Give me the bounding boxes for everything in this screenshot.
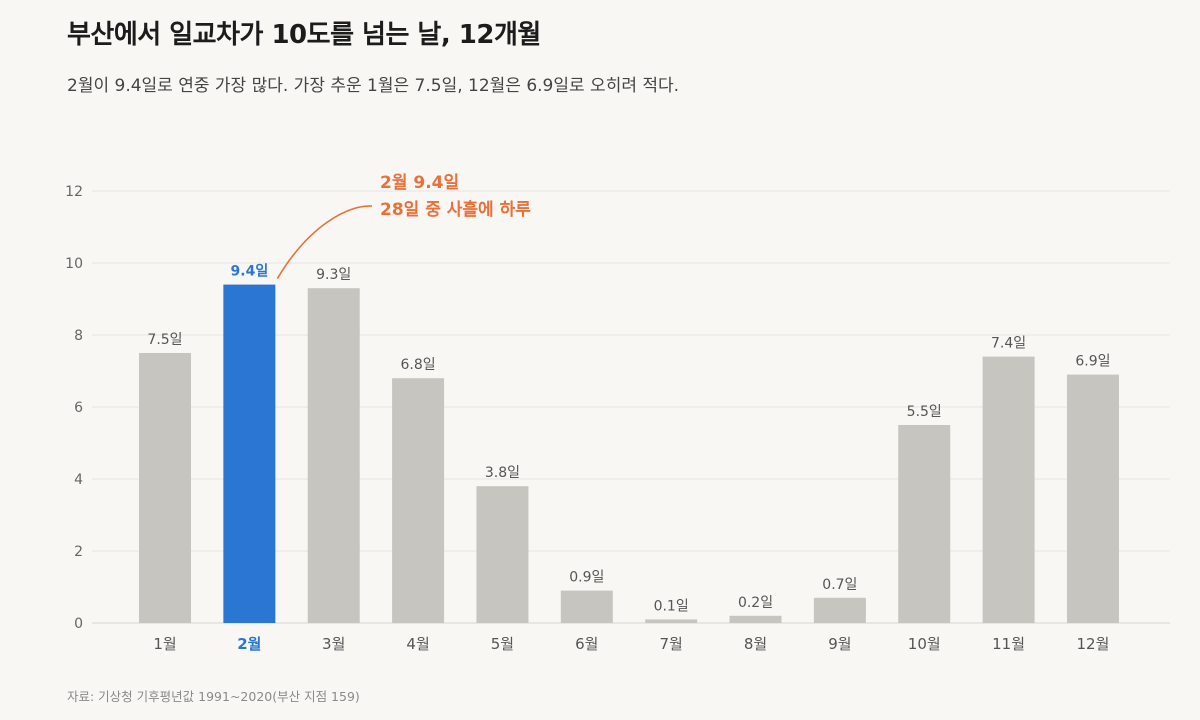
value-label: 9.4일: [231, 264, 269, 280]
annotation-line2: 28일 중 사흘에 하루: [380, 199, 531, 220]
x-tick-label: 12월: [1077, 635, 1110, 653]
y-tick-label: 8: [74, 328, 83, 344]
value-label: 3.8일: [485, 465, 520, 481]
x-tick-label: 10월: [908, 635, 941, 653]
x-tick-label: 1월: [153, 635, 176, 653]
y-tick-label: 6: [74, 400, 83, 416]
page-title: 부산에서 일교차가 10도를 넘는 날, 12개월: [67, 20, 541, 50]
x-tick-label: 8월: [744, 635, 767, 653]
value-label: 5.5일: [907, 404, 942, 420]
value-label: 0.9일: [569, 570, 604, 586]
value-label: 6.9일: [1075, 354, 1110, 370]
x-tick-label: 11월: [992, 635, 1025, 653]
bar-3: [307, 288, 360, 623]
y-tick-label: 0: [74, 616, 83, 632]
bar-7: [645, 619, 698, 623]
bar-12: [1066, 374, 1119, 623]
bar-10: [898, 425, 951, 623]
x-tick-label: 9월: [828, 635, 851, 653]
bar-8: [729, 615, 782, 623]
value-label: 0.2일: [738, 595, 773, 611]
annotation-line1: 2월 9.4일: [380, 173, 459, 193]
bar-1: [139, 353, 191, 623]
x-tick-label: 3월: [322, 635, 345, 653]
value-label: 0.7일: [822, 577, 857, 593]
bar-6: [560, 590, 613, 623]
bar-chart: 0 2 4 6 8 10 12 7.5일 1월 9.4일 2월 9.3일 3월 6.8일 4월 3.8일 5월 0…: [65, 173, 1170, 653]
bar-2: [223, 284, 276, 623]
x-tick-label: 2월: [237, 635, 261, 653]
x-tick-label: 5월: [491, 635, 514, 653]
x-tick-label: 7월: [659, 635, 682, 653]
y-tick-label: 10: [65, 256, 83, 272]
value-label: 0.1일: [654, 598, 689, 614]
value-label: 9.3일: [316, 267, 351, 283]
annotation-leader-line: [276, 205, 373, 280]
x-tick-label: 6월: [575, 635, 598, 653]
source-note: 자료: 기상청 기후평년값 1991~2020(부산 지점 159): [67, 689, 360, 704]
y-tick-label: 2: [74, 544, 83, 560]
value-label: 7.4일: [991, 336, 1026, 352]
value-label: 7.5일: [147, 332, 182, 348]
page-subtitle: 2월이 9.4일로 연중 가장 많다. 가장 추운 1월은 7.5일, 12월은…: [67, 76, 680, 96]
bar-5: [476, 486, 529, 623]
value-label: 6.8일: [401, 357, 436, 373]
bar-9: [813, 597, 866, 623]
annotation-layer: 2월 9.4일 28일 중 사흘에 하루: [276, 173, 531, 280]
y-tick-label: 12: [65, 184, 83, 200]
bar-11: [982, 356, 1035, 623]
bar-layer: [139, 284, 1119, 623]
label-layer: 0 2 4 6 8 10 12 7.5일 1월 9.4일 2월 9.3일 3월 6.8일 4월 3.8일 5월 0…: [65, 184, 1110, 653]
y-tick-label: 4: [74, 472, 83, 488]
x-tick-label: 4월: [406, 635, 429, 653]
bar-4: [392, 378, 445, 623]
